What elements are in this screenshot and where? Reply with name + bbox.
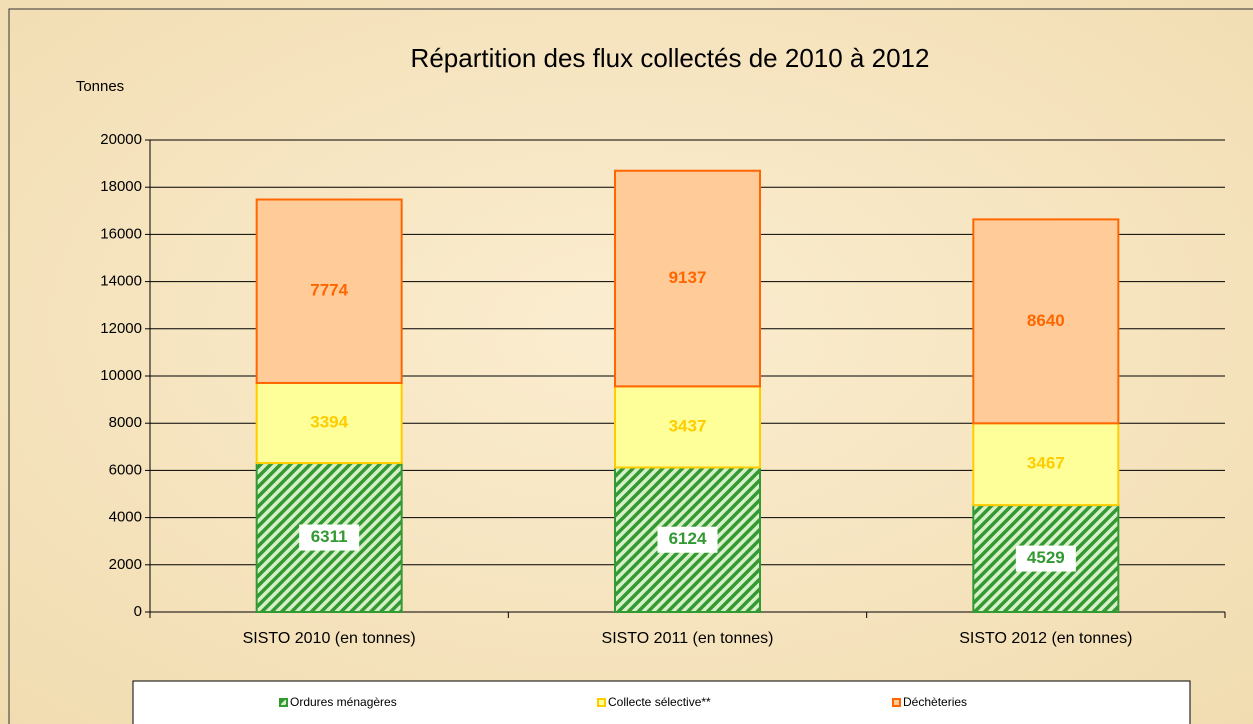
bar-segment — [614, 385, 761, 469]
x-tick-label: SISTO 2012 (en tonnes) — [959, 630, 1132, 647]
x-tick-label: SISTO 2010 (en tonnes) — [243, 630, 416, 647]
legend-label: Collecte sélective** — [608, 695, 711, 709]
y-tick-label: 20000 — [100, 131, 142, 148]
y-tick-label: 6000 — [109, 461, 142, 478]
legend-swatch — [279, 698, 288, 707]
frame — [8, 8, 1253, 724]
data-label: 6311 — [311, 527, 348, 546]
data-label: 8640 — [1027, 311, 1065, 330]
data-label: 6124 — [669, 529, 707, 548]
y-tick-label: 8000 — [109, 414, 142, 431]
bar-segment — [255, 198, 403, 384]
y-tick-label: 14000 — [100, 273, 142, 290]
bar-segment — [972, 218, 1120, 425]
data-label: 9137 — [669, 268, 707, 287]
y-tick-label: 10000 — [100, 367, 142, 384]
legend-label: Déchèteries — [903, 695, 967, 709]
y-tick-label: 0 — [134, 603, 142, 620]
data-label: 3437 — [669, 416, 707, 435]
y-tick-label: 12000 — [100, 320, 142, 337]
y-axis-label: Tonnes — [76, 78, 124, 95]
x-tick-label: SISTO 2011 (en tonnes) — [602, 630, 774, 647]
label-box — [299, 524, 360, 551]
legend-swatch — [892, 698, 901, 707]
data-label: 4529 — [1027, 548, 1065, 567]
chart-title: Répartition des flux collectés de 2010 à… — [411, 43, 930, 73]
y-tick-label: 2000 — [109, 556, 142, 573]
y-tick-label: 16000 — [100, 225, 142, 242]
y-tick-label: 18000 — [100, 178, 142, 195]
data-label: 3467 — [1027, 454, 1065, 473]
bar-segment — [972, 422, 1120, 507]
data-label: 3394 — [310, 412, 348, 431]
bar-segment — [614, 169, 761, 388]
data-label: 7774 — [310, 281, 348, 300]
legend-box — [132, 680, 1191, 724]
y-tick-label: 4000 — [109, 509, 142, 526]
label-box — [1015, 545, 1076, 572]
legend-label: Ordures ménagères — [290, 695, 397, 709]
label-box — [657, 526, 718, 553]
legend-swatch — [597, 698, 606, 707]
